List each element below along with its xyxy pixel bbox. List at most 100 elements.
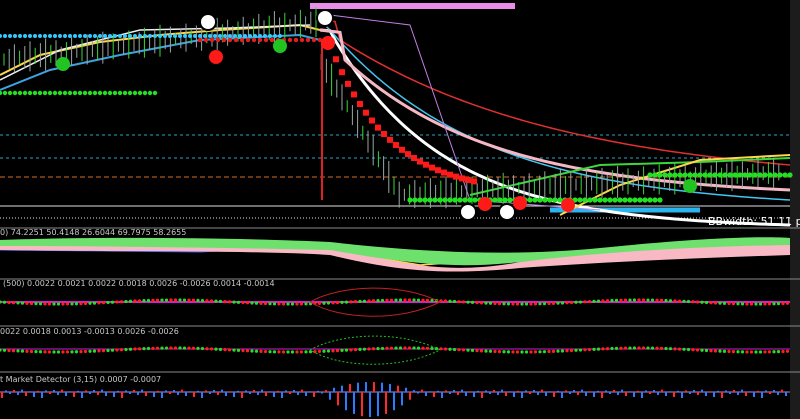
signal-square [363,109,369,116]
oscillator-dot [695,300,700,304]
signal-dot [507,197,513,203]
oscillator-dot [137,347,142,351]
oscillator-dot [421,346,425,350]
oscillator-dot [619,298,623,302]
oscillator-dot [754,350,758,354]
oscillator-dot [304,350,308,354]
oscillator-dot [542,350,547,354]
oscillator-dot [704,300,709,305]
signal-ball [56,57,70,71]
oscillator-dot [218,299,223,303]
oscillator-dot [583,348,587,352]
signal-dot [717,172,723,178]
oscillator-dot [506,350,511,354]
signal-dot [168,34,172,38]
signal-dot [12,90,18,96]
oscillator-dot [506,302,511,306]
oscillator-dot [682,299,686,303]
oscillator-dot [164,298,169,302]
signal-dot [78,34,82,38]
oscillator-dot [416,346,421,350]
oscillator-dot [254,349,259,353]
signal-dot [2,90,8,96]
oscillator-dot [511,350,515,354]
oscillator-dot [745,302,749,306]
envelope [309,335,442,365]
oscillator-dot [520,302,524,306]
signal-dot [215,37,221,43]
signal-dot [137,90,143,96]
oscillator-dot [772,302,776,306]
signal-dot [622,197,628,203]
signal-ball [513,196,527,210]
cloud [0,240,790,272]
oscillator-dot [650,346,655,350]
oscillator-dot [214,299,218,303]
signal-square [339,69,345,76]
oscillator-dot [200,346,205,351]
oscillator-dot [286,302,290,306]
signal-dot [138,34,142,38]
signal-dot [287,37,293,43]
signal-dot [7,90,13,96]
signal-dot [552,197,558,203]
oscillator-dot [61,302,65,306]
oscillator-dot [668,299,673,303]
oscillator-dot [155,346,160,350]
oscillator-dot [128,347,133,351]
signal-dot [582,197,588,203]
oscillator-dot [533,350,538,354]
signal-dot [239,37,245,43]
signal-dot [158,34,162,38]
oscillator-dot [52,350,56,354]
oscillator-dot [781,301,785,306]
oscillator-dot [25,349,29,353]
signal-dot [457,197,463,203]
signal-dot [23,34,27,38]
oscillator-dot [515,302,520,306]
oscillator-dot [560,301,565,305]
signal-dot [178,34,182,38]
signal-dot [143,34,147,38]
oscillator-dot [160,298,164,302]
signal-dot [687,172,693,178]
oscillator-dot [209,299,214,303]
oscillator-dot [326,349,331,353]
oscillator-dot [182,346,187,350]
oscillator-dot [637,298,641,302]
signal-dot [299,37,305,43]
signal-square [369,117,375,124]
oscillator-dot [236,300,241,304]
signal-dot [83,34,87,38]
signal-dot [251,37,257,43]
oscillator-dot [196,298,200,302]
oscillator-dot [47,302,52,306]
oscillator-dot [718,349,722,353]
signal-dot [682,172,688,178]
signal-dot [118,34,122,38]
oscillator-dot [565,349,569,353]
oscillator-dot [277,350,281,354]
oscillator-dot [470,348,475,353]
oscillator-dot [2,348,7,352]
oscillator-dot [610,298,614,303]
signal-dot [42,90,48,96]
oscillator-dot [430,298,434,303]
signal-dot [427,197,433,203]
signal-dot [787,172,793,178]
oscillator-dot [205,347,209,351]
oscillator-dot [475,349,479,353]
signal-square [381,131,387,138]
oscillator-dot [362,347,367,351]
envelope [309,287,442,317]
indicators [0,237,790,417]
signal-dot [527,197,533,203]
signal-dot [0,34,2,38]
signal-dot [317,37,323,43]
oscillator-dot [101,349,106,353]
oscillator-dot [488,349,493,353]
oscillator-dot [416,298,421,302]
oscillator-dot [493,301,497,306]
signal-square [429,164,435,171]
signal-dot [98,34,102,38]
